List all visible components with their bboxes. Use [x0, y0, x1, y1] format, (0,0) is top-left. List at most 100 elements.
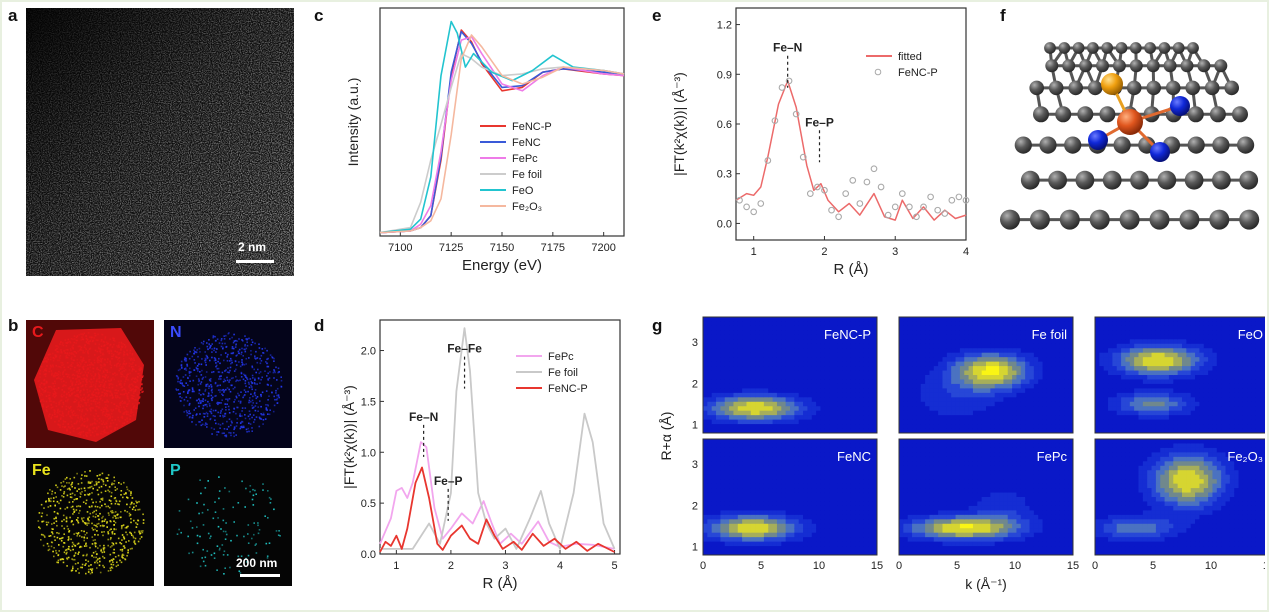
eds-dot — [255, 552, 258, 554]
heatmap-cell — [737, 352, 743, 358]
eds-dot — [92, 364, 95, 366]
eds-dot — [66, 362, 69, 364]
eds-dot — [124, 369, 127, 371]
eds-dot — [212, 517, 215, 520]
eds-dot — [57, 351, 60, 353]
heatmap-cell — [929, 406, 935, 412]
eds-dot — [41, 512, 44, 514]
heatmap-cell — [912, 401, 917, 407]
heatmap-cell — [798, 410, 804, 416]
heatmap-cell — [746, 330, 752, 336]
graphene-lattice — [1000, 42, 1260, 230]
heatmap-cell — [703, 388, 708, 394]
heatmap-cell — [959, 317, 965, 322]
heatmap-cell — [811, 397, 817, 403]
eds-dot — [76, 505, 78, 508]
eds-dot — [98, 385, 100, 387]
scale-bar-b — [240, 574, 280, 577]
eds-dot — [222, 554, 225, 556]
eds-dot — [73, 558, 76, 561]
heatmap-cell — [746, 419, 752, 425]
heatmap-cell — [942, 317, 948, 322]
eds-dot — [82, 365, 85, 368]
eds-dot — [62, 344, 65, 347]
eds-dot — [102, 433, 104, 435]
eds-dot — [87, 349, 89, 352]
heatmap-cell — [972, 348, 978, 354]
heatmap-cell — [842, 419, 848, 425]
eds-dot — [59, 400, 61, 403]
heatmap-cell — [746, 410, 752, 416]
heatmap-cell — [798, 352, 804, 358]
eds-dot — [51, 532, 54, 535]
eds-dot — [193, 352, 195, 355]
eds-dot — [204, 359, 206, 362]
eds-dot — [254, 358, 257, 360]
heatmap-cell — [837, 419, 843, 425]
eds-dot — [112, 542, 115, 545]
heatmap-cell — [946, 383, 952, 389]
heatmap-cell — [855, 366, 861, 372]
heatmap-cell — [729, 406, 734, 412]
eds-dot — [81, 417, 83, 419]
eds-dot — [83, 393, 86, 396]
eds-dot — [114, 389, 117, 391]
heatmap-cell — [916, 317, 922, 322]
heatmap-cell — [720, 343, 726, 349]
heatmap-cell — [833, 343, 839, 349]
heatmap-cell — [763, 428, 769, 434]
eds-dot — [266, 365, 269, 368]
eds-dot — [113, 378, 115, 381]
eds-dot — [201, 423, 204, 426]
eds-dot — [248, 410, 251, 412]
heatmap-cell — [837, 428, 843, 434]
data-point-fenc-p — [955, 193, 963, 201]
eds-dot — [59, 402, 61, 405]
eds-dot — [115, 405, 118, 407]
eds-dot — [80, 363, 82, 365]
heatmap-cell — [912, 392, 917, 398]
eds-dot — [210, 427, 213, 429]
eds-dot — [67, 548, 69, 550]
eds-dot — [68, 395, 70, 398]
carbon-atom — [1232, 106, 1248, 123]
eds-dot — [241, 361, 243, 363]
heatmap-cell — [703, 339, 708, 345]
eds-dot — [115, 396, 117, 398]
heatmap-cell — [968, 415, 974, 421]
eds-dot — [110, 392, 113, 395]
eds-dot — [122, 375, 125, 377]
eds-dot — [80, 389, 82, 392]
eds-dot — [96, 506, 99, 508]
eds-dot — [90, 423, 92, 426]
eds-dot — [99, 350, 102, 352]
eds-dots — [175, 332, 283, 438]
eds-dot — [102, 370, 105, 372]
eds-dot — [132, 377, 134, 379]
heatmap-cell — [986, 383, 991, 389]
eds-dot — [204, 564, 207, 567]
heatmap-cell — [916, 428, 922, 434]
heatmap-cell — [833, 361, 839, 367]
heatmap-cell — [999, 317, 1004, 322]
heatmap-cell — [1007, 370, 1013, 376]
heatmap-cell — [716, 361, 721, 367]
heatmap-cell — [868, 348, 874, 354]
eds-dot — [106, 521, 108, 523]
heatmap-cell — [820, 357, 826, 363]
eds-dot — [41, 394, 44, 396]
heatmap-cell — [872, 321, 878, 327]
heatmap-cell — [829, 388, 834, 394]
eds-dot — [74, 552, 77, 554]
eds-dot — [77, 396, 80, 398]
eds-dot — [104, 392, 106, 395]
heatmap-cell — [768, 352, 774, 358]
eds-dot — [261, 413, 263, 416]
heatmap-cell — [811, 352, 817, 358]
eds-dot — [130, 359, 132, 361]
heatmap-cell — [907, 375, 913, 380]
heatmap-cell — [990, 392, 996, 398]
heatmap-cell — [755, 406, 761, 412]
eds-dot — [85, 562, 87, 565]
eds-dot — [207, 509, 209, 511]
